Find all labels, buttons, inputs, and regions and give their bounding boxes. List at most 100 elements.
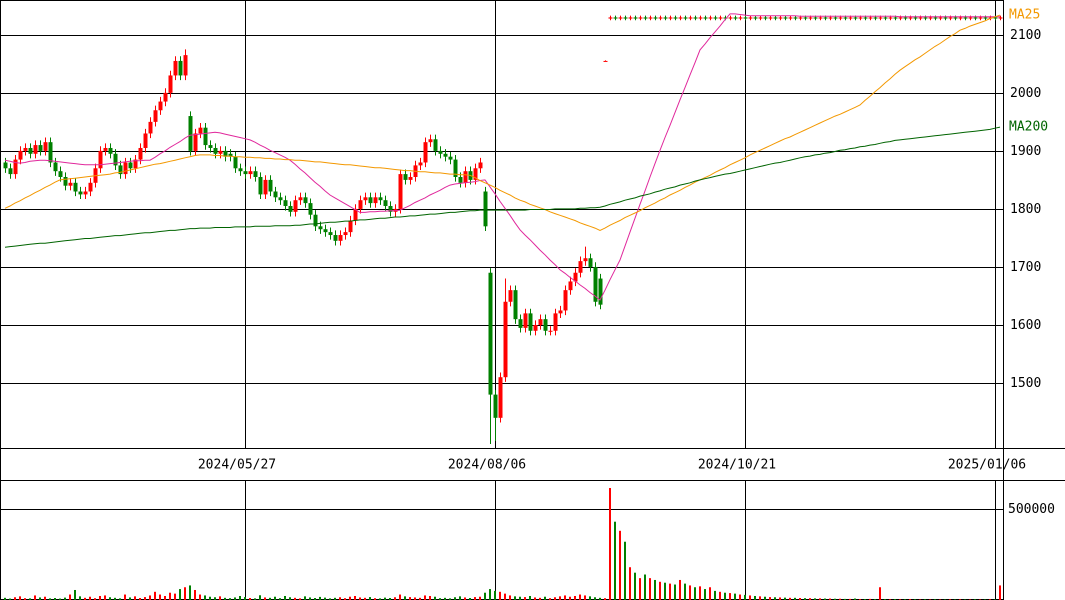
volume-bar [169,592,171,600]
volume-bar [704,589,706,600]
candle-body [673,17,678,19]
candle-body [748,17,753,19]
volume-bar [199,594,201,600]
candle-body [233,156,238,169]
volume-bar [854,598,856,600]
candle-body [148,121,153,134]
volume-bar [829,598,831,600]
candle-body [843,17,848,19]
volume-bar [279,598,281,600]
volume-bar [14,597,16,600]
volume-bar [394,597,396,600]
candle-body [258,176,263,195]
volume-bar [824,598,826,600]
volume-bar [659,581,661,600]
candle-body [598,278,603,305]
candle-body [808,17,813,19]
candle-body [938,17,943,19]
volume-bar [99,595,101,600]
candle-body [158,101,163,111]
volume-bar [19,596,21,600]
volume-bar [809,598,811,600]
volume-bar [499,591,501,600]
y-tick-label: 2000 [1010,86,1041,101]
candle-body [378,197,383,201]
volume-bar [379,598,381,600]
volume-bar [44,596,46,600]
volume-bar [514,596,516,600]
candle-body [278,197,283,201]
candle-body [848,17,853,19]
candle-body [263,179,268,195]
volume-bar [484,592,486,600]
candle-body [58,171,63,177]
candle-body [693,17,698,19]
volume-bar [774,597,776,600]
y-tick-label: 2100 [1010,28,1041,43]
candle-body [908,17,913,19]
volume-bar [264,597,266,600]
candle-body [103,147,108,151]
volume-bar [414,597,416,600]
volume-bar [814,598,816,600]
candle-body [38,145,43,151]
candle-body [813,17,818,19]
candle-body [583,258,588,262]
volume-bar [94,598,96,600]
volume-bar [489,589,491,600]
volume-bar [754,595,756,600]
candle-body [333,235,338,241]
candle-body [803,17,808,19]
volume-bar [149,595,151,600]
volume-bar [869,598,871,600]
volume-bar [779,597,781,600]
candle-body [63,176,68,186]
candle-body [723,17,728,19]
candle-body [313,214,318,227]
volume-bar [324,597,326,600]
candle-body [348,220,353,233]
volume-bar [69,594,71,600]
candle-body [683,17,688,19]
volume-bar [139,597,141,600]
candle-body [293,200,298,212]
volume-bar [614,521,616,600]
candle-body [558,310,563,314]
candle-body [53,162,58,172]
volume-bar [309,597,311,600]
candle-body [108,147,113,154]
volume-bar [739,594,741,600]
candle-body [68,182,73,186]
candle-body [18,150,23,160]
candle-body [243,171,248,175]
volume-bar [274,596,276,600]
volume-bar [4,597,6,600]
volume-bar [574,595,576,600]
y-tick-label: 1800 [1010,202,1041,217]
candle-body [858,17,863,19]
candle-body [163,92,168,102]
volume-bar [224,597,226,600]
volume-bar [799,597,801,600]
volume-bar [234,597,236,600]
candle-body [493,394,498,418]
x-tick-label: 2025/01/06 [948,458,1026,473]
volume-bar [314,597,316,600]
volume-bar [39,597,41,600]
candle-body [438,150,443,154]
volume-bar [579,594,581,600]
volume-bar [214,597,216,600]
volume-bar [424,595,426,600]
candle-body [43,142,48,151]
volume-bar [769,597,771,600]
volume-bar [59,598,61,600]
candle-body [433,139,438,151]
candle-body [853,17,858,19]
volume-bar [529,595,531,600]
volume-bar [24,598,26,600]
volume-bar [649,578,651,600]
candle-body [368,197,373,204]
volume-bar [639,578,641,600]
candle-body [883,17,888,19]
